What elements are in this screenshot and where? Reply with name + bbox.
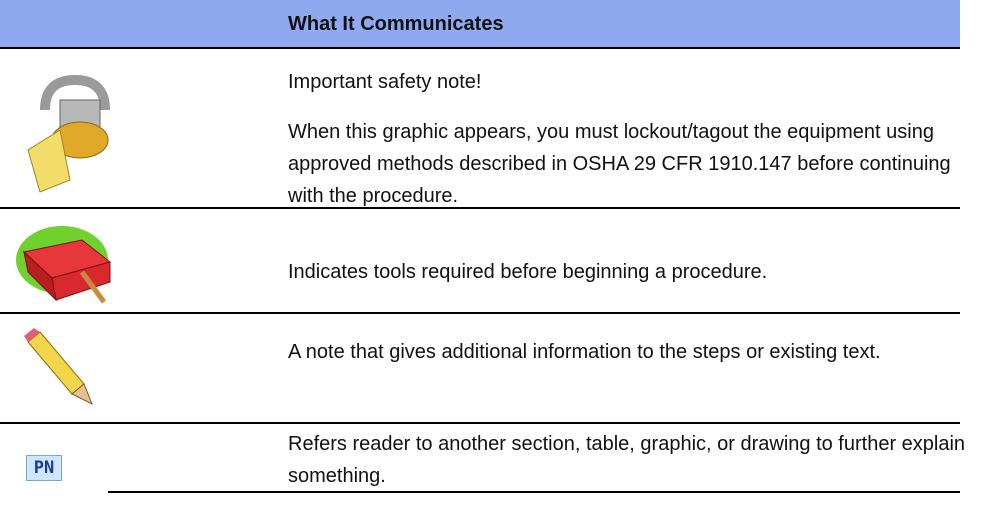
table-header: What It Communicates	[0, 0, 960, 49]
row-rule	[108, 491, 960, 493]
row-4-text: Refers reader to another section, table,…	[288, 428, 968, 492]
pencil-icon	[24, 328, 93, 406]
paragraph: A note that gives additional information…	[288, 341, 881, 363]
paragraph: Important safety note!	[288, 71, 482, 93]
paragraph: Indicates tools required before beginnin…	[288, 261, 768, 283]
toolbox-icon	[16, 226, 112, 304]
row-rule	[0, 207, 960, 209]
pn-icon: PN	[26, 455, 62, 481]
lockout-icon	[27, 74, 110, 193]
row-rule	[0, 312, 960, 314]
row-3-text: A note that gives additional information…	[288, 336, 968, 368]
header-title: What It Communicates	[288, 13, 504, 35]
paragraph: When this graphic appears, you must lock…	[288, 121, 951, 207]
row-2-text: Indicates tools required before beginnin…	[288, 256, 968, 288]
row-1-text: Important safety note! When this graphic…	[288, 66, 968, 212]
paragraph: Refers reader to another section, table,…	[288, 433, 966, 487]
row-rule	[0, 422, 960, 424]
